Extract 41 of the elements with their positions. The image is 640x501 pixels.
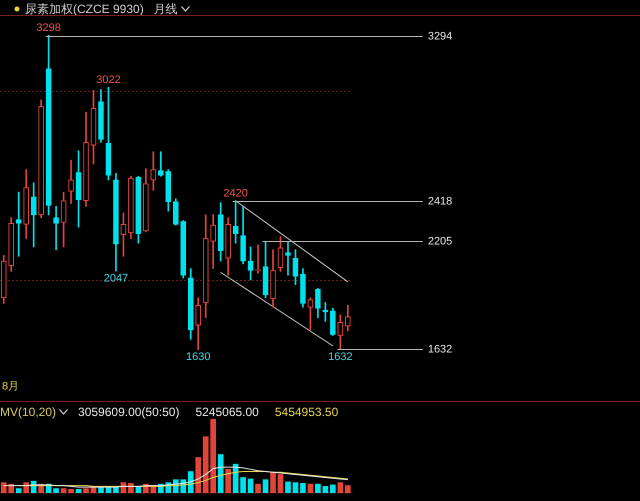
bar	[330, 484, 336, 493]
annotation: 2047	[104, 272, 128, 285]
text: 5245065.00	[195, 404, 259, 419]
bar	[322, 486, 328, 493]
bar	[225, 468, 231, 493]
annotation: 2420	[223, 187, 248, 200]
bar	[262, 479, 268, 493]
bar	[16, 488, 22, 493]
candlestick	[120, 212, 126, 257]
chart-subtitle: 月线	[154, 2, 178, 16]
annotation: 3022	[96, 74, 121, 86]
bar	[210, 419, 216, 493]
ref-line-label: 1632	[428, 344, 452, 356]
ref-line-label: 3294	[428, 30, 452, 43]
bar	[76, 488, 82, 493]
bar	[202, 436, 209, 493]
bar	[248, 478, 254, 493]
annotation: 1630	[186, 351, 210, 364]
bar	[195, 457, 202, 493]
annotation: 3298	[36, 22, 61, 34]
bar	[315, 484, 321, 493]
bar	[218, 454, 224, 493]
bar	[232, 464, 238, 493]
bar	[255, 484, 261, 493]
chart-title: 尿素加权(CZCE 9930)	[25, 2, 144, 16]
candlestick	[285, 242, 291, 276]
ref-line-label: 2418	[428, 196, 452, 208]
candlestick	[255, 244, 261, 274]
text: 5454953.50	[274, 404, 338, 419]
bar	[53, 488, 59, 493]
chart-title: MV(10,20)	[0, 404, 56, 419]
ref-line-label: 2205	[428, 236, 452, 248]
bar	[308, 484, 314, 493]
bar	[338, 482, 344, 493]
bar	[344, 485, 351, 493]
annotation: 1632	[328, 350, 353, 363]
bar	[240, 477, 246, 493]
text: 3059609.00(50:50)	[78, 404, 180, 419]
text: 8月	[2, 380, 20, 393]
candlestick	[308, 297, 314, 330]
bar	[0, 482, 7, 493]
